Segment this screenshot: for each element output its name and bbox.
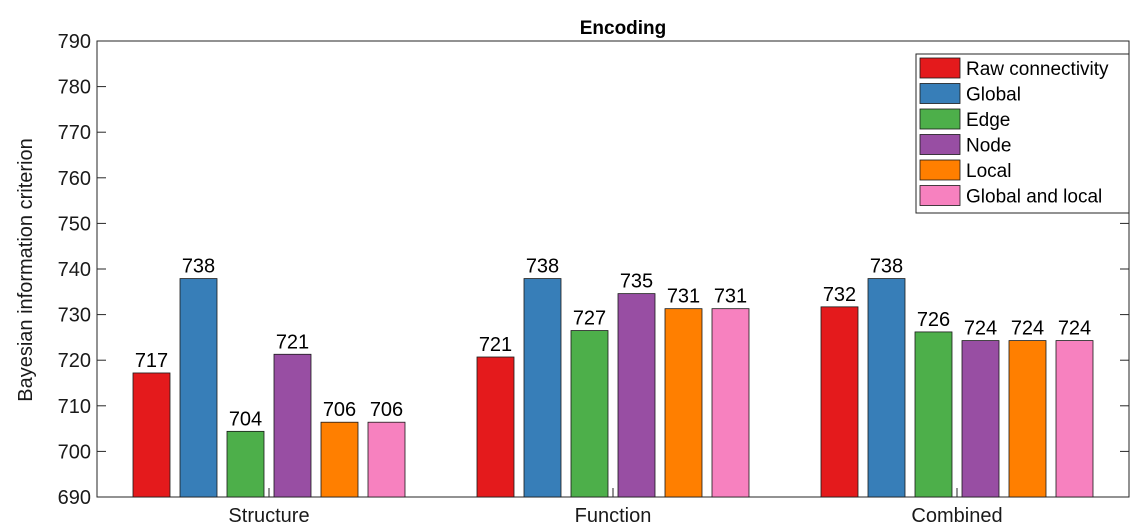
bar-value-label: 706 <box>323 399 356 421</box>
bar <box>523 278 562 498</box>
bar-value-label: 731 <box>667 286 700 308</box>
y-tick-label: 700 <box>58 441 91 463</box>
y-tick-label: 740 <box>58 259 91 281</box>
bar <box>664 308 703 498</box>
bar-value-label: 731 <box>714 286 747 308</box>
bar <box>617 293 656 498</box>
bar <box>1008 340 1047 498</box>
bar <box>226 430 265 498</box>
bar <box>320 421 359 498</box>
y-tick-label: 770 <box>58 122 91 144</box>
legend-label: Edge <box>966 110 1010 131</box>
bar-value-label: 724 <box>1058 318 1091 340</box>
y-tick-label: 690 <box>58 487 91 509</box>
y-tick-label: 790 <box>58 31 91 53</box>
bar-value-label: 738 <box>870 256 903 278</box>
y-tick-label: 720 <box>58 350 91 372</box>
y-tick-label: 730 <box>58 305 91 327</box>
bar-value-label: 704 <box>229 408 262 430</box>
legend-label: Global and local <box>966 187 1102 208</box>
bar-value-label: 706 <box>370 399 403 421</box>
legend-swatch <box>919 185 961 206</box>
bar <box>867 278 906 498</box>
bar-value-label: 727 <box>573 308 606 330</box>
bar <box>820 306 859 498</box>
bar-value-label: 721 <box>479 334 512 356</box>
legend-label: Global <box>966 85 1021 106</box>
bar-value-label: 726 <box>917 309 950 331</box>
bar <box>914 331 953 498</box>
bar <box>476 356 515 498</box>
bar <box>1055 340 1094 498</box>
bar <box>570 330 609 498</box>
bar <box>961 340 1000 498</box>
legend-swatch <box>919 159 961 181</box>
bar <box>179 278 218 498</box>
bar <box>132 372 171 498</box>
y-tick-label: 750 <box>58 213 91 235</box>
y-tick-label: 780 <box>58 77 91 99</box>
y-tick-label: 760 <box>58 168 91 190</box>
y-tick-label: 710 <box>58 396 91 418</box>
bar-value-label: 732 <box>823 284 856 306</box>
bar-value-label: 724 <box>964 318 997 340</box>
legend-swatch <box>919 83 961 104</box>
bar <box>367 421 406 498</box>
legend-label: Node <box>966 136 1011 157</box>
bar-value-label: 724 <box>1011 318 1044 340</box>
bar <box>273 353 312 498</box>
legend-label: Local <box>966 161 1011 182</box>
legend-swatch <box>919 134 961 155</box>
legend-swatch <box>919 108 961 130</box>
bar-value-label: 717 <box>135 350 168 372</box>
bar <box>711 308 750 498</box>
chart-title: Encoding <box>580 18 667 39</box>
x-category-label: Structure <box>228 505 309 527</box>
x-category-label: Combined <box>911 505 1002 527</box>
x-category-label: Function <box>575 505 652 527</box>
legend-swatch <box>919 57 961 79</box>
bar-value-label: 738 <box>182 256 215 278</box>
bar-value-label: 738 <box>526 256 559 278</box>
y-axis-label: Bayesian information criterion <box>15 138 37 401</box>
bar-value-label: 721 <box>276 331 309 353</box>
legend-label: Raw connectivity <box>966 59 1109 80</box>
bar-value-label: 735 <box>620 271 653 293</box>
